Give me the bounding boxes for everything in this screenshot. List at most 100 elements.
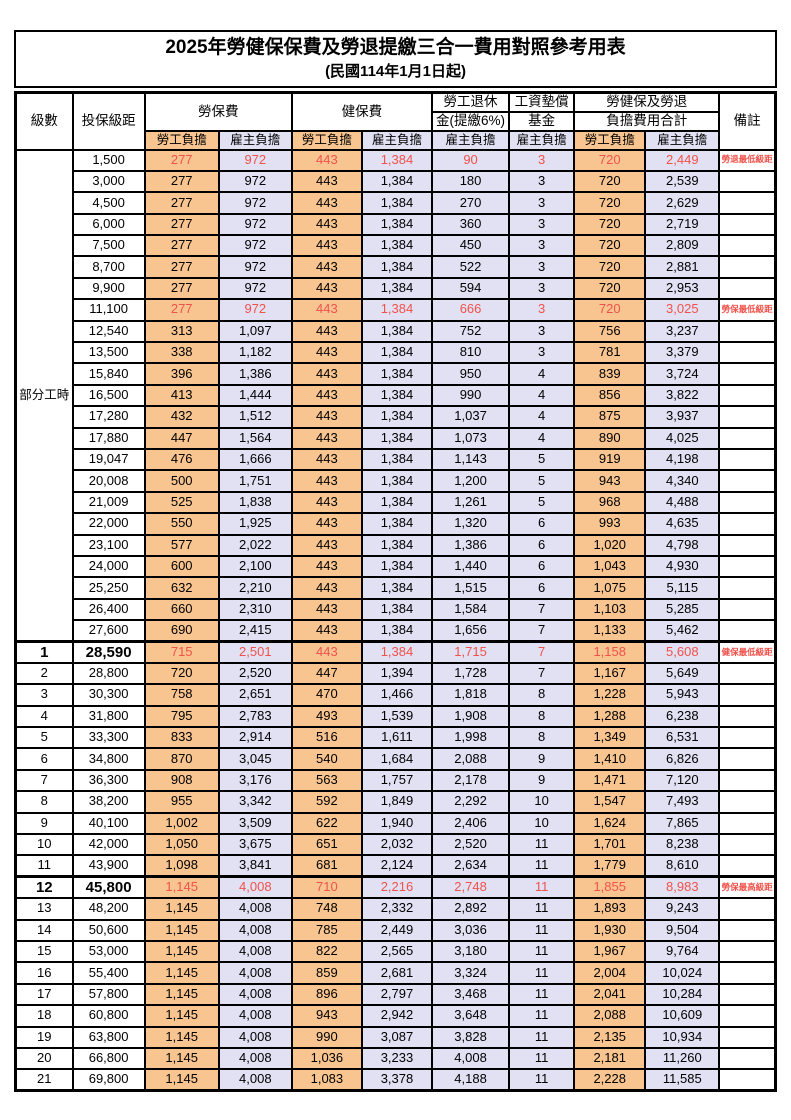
cell-labor-ins-employee: 577 [143, 533, 220, 557]
table-row: 14 50,600 1,145 4,008 785 2,449 3,036 11 1,930 9,… [14, 918, 777, 942]
cell-health-ins-employee: 1,083 [290, 1068, 363, 1092]
cell-health-ins-employer: 2,124 [360, 854, 434, 878]
cell-labor-ins-employee: 277 [143, 234, 220, 258]
cell-level: 5 [14, 726, 74, 750]
cell-pension-employer: 1,908 [430, 704, 511, 729]
cell-labor-ins-employee: 690 [143, 619, 220, 643]
cell-labor-ins-employer: 4,008 [217, 939, 293, 964]
cell-total-employer: 2,539 [644, 169, 721, 194]
cell-insured-salary: 19,047 [71, 447, 146, 472]
cell-total-employer: 10,609 [644, 1004, 721, 1028]
cell-health-ins-employee: 990 [290, 1025, 363, 1049]
cell-labor-ins-employer: 3,176 [217, 768, 293, 793]
cell-remark [718, 576, 777, 600]
cell-labor-ins-employer: 4,008 [217, 918, 293, 942]
cell-health-ins-employer: 1,539 [360, 704, 434, 729]
cell-level: 1 [14, 639, 74, 664]
cell-total-employee: 968 [573, 490, 647, 515]
cell-health-ins-employee: 443 [290, 512, 363, 536]
cell-remark: 健保最低級距 [718, 639, 777, 664]
cell-labor-ins-employee: 277 [143, 298, 220, 322]
cell-health-ins-employee: 748 [290, 897, 363, 921]
document-page: 2025年勞健保保費及勞退提繳三合一費用對照參考用表 (民國114年1月1日起)… [14, 30, 777, 1093]
subcol-labor-ins-employee: 勞工負擔 [143, 129, 220, 151]
cell-remark [718, 683, 777, 707]
cell-health-ins-employee: 443 [290, 340, 363, 365]
table-row: 4,500 277 972 443 1,384 270 3 720 2,629 [16, 191, 777, 215]
table-row: 1 28,590 715 2,501 443 1,384 1,715 7 1,158 5,608 健… [14, 639, 777, 664]
cell-insured-salary: 31,800 [71, 704, 146, 729]
cell-total-employer: 9,504 [644, 918, 721, 942]
cell-total-employer: 11,260 [644, 1046, 721, 1071]
cell-total-employer: 8,610 [644, 854, 721, 878]
cell-insured-salary: 1,500 [71, 148, 146, 172]
cell-labor-ins-employer: 972 [217, 169, 293, 194]
cell-pension-employer: 3,468 [430, 982, 511, 1007]
cell-health-ins-employee: 516 [290, 726, 363, 750]
cell-wage-fund-employer: 3 [508, 169, 576, 194]
cell-total-employer: 3,724 [644, 362, 721, 386]
cell-total-employee: 720 [573, 191, 647, 215]
cell-wage-fund-employer: 4 [508, 383, 576, 408]
cell-health-ins-employee: 443 [290, 298, 363, 322]
cell-insured-salary: 60,800 [71, 1004, 146, 1028]
cell-total-employer: 8,983 [644, 875, 721, 900]
cell-total-employee: 1,893 [573, 897, 647, 921]
table-row: 12,540 313 1,097 443 1,384 752 3 756 3,237 [16, 319, 777, 344]
cell-health-ins-employer: 1,384 [360, 298, 434, 322]
subcol-health-ins-employer: 雇主負擔 [360, 129, 434, 151]
cell-health-ins-employer: 1,384 [360, 148, 434, 172]
cell-pension-employer: 2,634 [430, 854, 511, 878]
cell-level: 15 [14, 939, 74, 964]
table-row: 17,280 432 1,512 443 1,384 1,037 4 875 3,937 [16, 405, 777, 429]
cell-pension-employer: 950 [430, 362, 511, 386]
cell-labor-ins-employer: 972 [217, 234, 293, 258]
cell-insured-salary: 26,400 [71, 597, 146, 622]
cell-pension-employer: 3,648 [430, 1004, 511, 1028]
cell-labor-ins-employee: 833 [143, 726, 220, 750]
cell-labor-ins-employer: 2,210 [217, 576, 293, 600]
table-row: 20,008 500 1,751 443 1,384 1,200 5 943 4,340 [16, 469, 777, 493]
cell-health-ins-employee: 443 [290, 383, 363, 408]
cell-labor-ins-employee: 758 [143, 683, 220, 707]
cell-health-ins-employee: 681 [290, 854, 363, 878]
cell-remark [718, 1046, 777, 1071]
cell-labor-ins-employer: 1,666 [217, 447, 293, 472]
cell-remark [718, 554, 777, 579]
cell-total-employer: 4,930 [644, 554, 721, 579]
cell-total-employer: 4,798 [644, 533, 721, 557]
cell-wage-fund-employer: 7 [508, 597, 576, 622]
cell-remark [718, 1025, 777, 1049]
cell-total-employer: 2,809 [644, 234, 721, 258]
cell-insured-salary: 45,800 [71, 875, 146, 900]
table-row: 13 48,200 1,145 4,008 748 2,332 2,892 11 1,893 9,… [14, 897, 777, 921]
cell-remark [718, 982, 777, 1007]
cell-total-employer: 9,764 [644, 939, 721, 964]
cell-total-employee: 720 [573, 234, 647, 258]
cell-wage-fund-employer: 3 [508, 340, 576, 365]
cell-wage-fund-employer: 11 [508, 918, 576, 942]
cell-insured-salary: 38,200 [71, 790, 146, 814]
cell-pension-employer: 810 [430, 340, 511, 365]
cell-remark [718, 533, 777, 557]
cell-total-employer: 10,284 [644, 982, 721, 1007]
cell-total-employee: 943 [573, 469, 647, 493]
cell-insured-salary: 40,100 [71, 811, 146, 836]
cell-health-ins-employer: 1,384 [360, 512, 434, 536]
cell-wage-fund-employer: 11 [508, 1068, 576, 1092]
table-row: 7,500 277 972 443 1,384 450 3 720 2,809 [16, 234, 777, 258]
cell-level: 13 [14, 897, 74, 921]
cell-health-ins-employee: 896 [290, 982, 363, 1007]
cell-wage-fund-employer: 11 [508, 1025, 576, 1049]
cell-health-ins-employer: 1,384 [360, 340, 434, 365]
cell-level: 11 [14, 854, 74, 878]
cell-health-ins-employer: 1,384 [360, 533, 434, 557]
cell-labor-ins-employee: 660 [143, 597, 220, 622]
col-header-total-line1: 勞健保及勞退 [573, 91, 721, 113]
group-label-part-time: 部分工時 [14, 148, 74, 643]
cell-remark [718, 447, 777, 472]
cell-labor-ins-employee: 447 [143, 426, 220, 450]
cell-level: 3 [14, 683, 74, 707]
cell-health-ins-employee: 443 [290, 554, 363, 579]
page-subtitle: (民國114年1月1日起) [325, 63, 466, 80]
